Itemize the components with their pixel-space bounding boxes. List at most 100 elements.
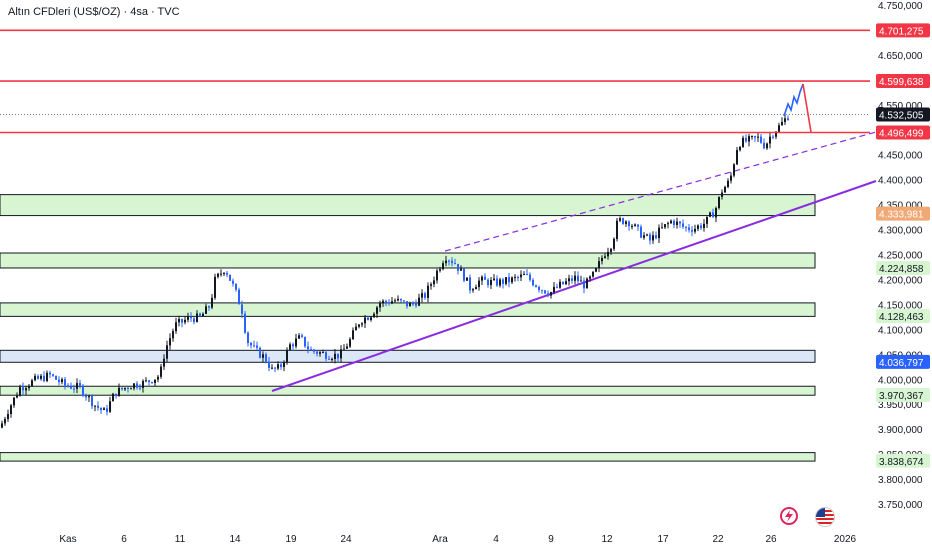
candle-body: [637, 224, 639, 227]
candle-body: [562, 281, 564, 285]
trendline-dashed[interactable]: [444, 131, 877, 252]
candle-body: [556, 286, 558, 288]
candle-body: [148, 380, 150, 383]
candle-body: [241, 304, 243, 314]
x-tick-label: Ara: [432, 534, 448, 545]
x-tick-label: 22: [712, 534, 724, 545]
price-tag-label: 4.496,499: [879, 128, 924, 139]
candle-body: [442, 263, 444, 270]
price-tag-label: 4.333,981: [879, 210, 924, 221]
candle-body: [277, 364, 279, 369]
candle-body: [376, 307, 378, 314]
candle-body: [157, 376, 159, 380]
candle-body: [526, 274, 528, 276]
candle-body: [4, 419, 6, 424]
candle-body: [415, 303, 417, 306]
candle-body: [46, 372, 48, 382]
x-tick-label: 14: [229, 534, 241, 545]
candle-body: [124, 387, 126, 390]
candle-body: [733, 164, 735, 176]
candle-body: [568, 278, 570, 282]
candle-body: [166, 345, 168, 359]
candle-body: [22, 387, 24, 391]
chart-title: Altın CFDleri (US$/OZ) · 4sa · TVC: [8, 6, 180, 18]
candle-body: [55, 375, 57, 380]
candle-body: [457, 263, 459, 271]
zone-box[interactable]: [0, 452, 816, 462]
forecast-up-path: [783, 83, 804, 117]
candle-body: [358, 324, 360, 327]
x-tick-label: 26: [765, 534, 777, 545]
candle-body: [613, 238, 615, 249]
candle-body: [478, 280, 480, 288]
zone-box[interactable]: [0, 252, 816, 269]
candle-body: [112, 393, 114, 402]
price-tag-box: [876, 74, 930, 89]
candle-body: [250, 342, 252, 346]
candle-body: [730, 175, 732, 181]
candle-body: [196, 313, 198, 322]
candle-body: [304, 336, 306, 347]
y-tick-label: 4.400,000: [878, 176, 923, 187]
candle-body: [400, 298, 402, 301]
candle-body: [643, 235, 645, 238]
candle-body: [328, 358, 330, 360]
zone-box[interactable]: [0, 349, 816, 363]
candle-body: [154, 379, 156, 383]
candle-body: [655, 235, 657, 239]
candle-body: [631, 226, 633, 228]
candle-body: [259, 347, 261, 358]
candle-body: [319, 352, 321, 354]
candle-body: [661, 227, 663, 229]
candle-body: [1, 423, 3, 428]
candle-body: [145, 380, 147, 382]
candle-body: [490, 279, 492, 286]
candle-body: [316, 351, 318, 354]
y-tick-label: 3.900,000: [878, 425, 923, 436]
candle-body: [205, 306, 207, 314]
candle-body: [703, 223, 705, 229]
candle-body: [535, 285, 537, 287]
candle-body: [673, 220, 675, 225]
us-flag-icon[interactable]: [815, 507, 835, 527]
x-tick-label: Kas: [59, 534, 76, 545]
candle-body: [355, 326, 357, 331]
candle-body: [364, 317, 366, 324]
y-tick-label: 4.200,000: [878, 275, 923, 286]
candle-body: [646, 234, 648, 236]
candle-body: [676, 221, 678, 225]
candle-body: [184, 319, 186, 323]
candle-body: [118, 387, 120, 396]
trendline-support[interactable]: [271, 180, 877, 392]
candle-body: [502, 279, 504, 284]
candle-body: [523, 274, 525, 276]
candle-body: [43, 375, 45, 382]
candle-body: [439, 269, 441, 271]
candle-body: [292, 344, 294, 347]
candle-body: [781, 121, 783, 126]
zone-box[interactable]: [0, 385, 816, 396]
candle-body: [61, 379, 63, 383]
candle-body: [160, 366, 162, 377]
candle-body: [202, 313, 204, 317]
candle-body: [550, 292, 552, 296]
candle-body: [49, 372, 51, 375]
candle-body: [736, 150, 738, 165]
candle-body: [394, 300, 396, 302]
candle-body: [19, 387, 21, 396]
candle-body: [37, 375, 39, 379]
candle-body: [361, 323, 363, 325]
candle-body: [763, 142, 765, 149]
zone-box[interactable]: [0, 194, 816, 217]
candle-body: [274, 367, 276, 369]
candle-body: [484, 276, 486, 280]
candle-body: [766, 143, 768, 149]
candle-body: [571, 278, 573, 281]
flash-icon[interactable]: [780, 507, 798, 525]
y-tick-label: 3.800,000: [878, 475, 923, 486]
candle-body: [418, 297, 420, 306]
price-tag-label: 3.838,674: [879, 457, 924, 468]
y-tick-label: 4.450,000: [878, 151, 923, 162]
